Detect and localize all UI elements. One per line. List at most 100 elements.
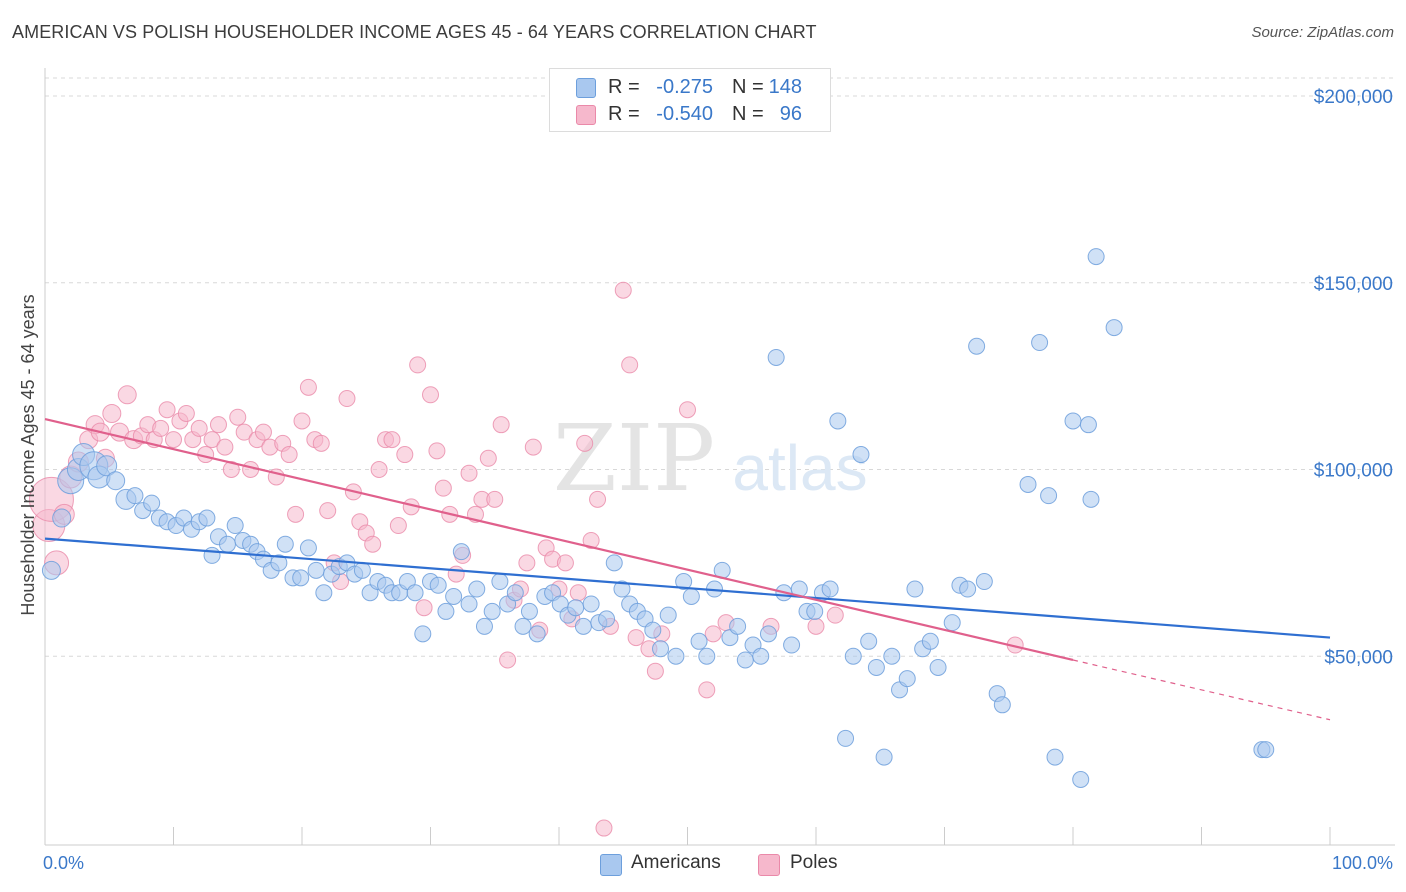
x-tick-label: 100.0% xyxy=(1332,853,1393,873)
data-point-poles xyxy=(460,464,478,482)
data-point-poles xyxy=(409,356,427,374)
data-point-americans xyxy=(993,696,1011,714)
data-point-americans xyxy=(514,617,532,635)
data-point-americans xyxy=(41,560,61,580)
data-point-americans xyxy=(475,617,493,635)
data-point-poles xyxy=(389,517,407,535)
data-point-americans xyxy=(1082,490,1100,508)
data-point-poles xyxy=(486,490,504,508)
data-point-poles xyxy=(576,434,594,452)
watermark-zip: ZIP xyxy=(553,405,715,512)
data-point-americans xyxy=(198,509,216,527)
data-point-americans xyxy=(860,632,878,650)
data-point-americans xyxy=(829,412,847,430)
data-point-americans xyxy=(452,543,470,561)
data-point-poles xyxy=(209,416,227,434)
data-point-poles xyxy=(704,625,722,643)
data-point-americans xyxy=(968,337,986,355)
data-point-poles xyxy=(614,281,632,299)
data-point-americans xyxy=(837,729,855,747)
data-point-americans xyxy=(406,584,424,602)
data-point-americans xyxy=(767,348,785,366)
data-point-poles xyxy=(679,401,696,419)
data-point-americans xyxy=(659,606,677,624)
data-point-poles xyxy=(396,446,414,464)
data-point-americans xyxy=(218,535,236,553)
data-point-poles xyxy=(254,423,272,441)
legend-r-value: -0.540 xyxy=(656,103,713,125)
data-point-poles xyxy=(299,378,317,396)
bottom-legend-poles: Poles xyxy=(790,852,838,873)
data-point-americans xyxy=(783,636,801,654)
data-point-americans xyxy=(1031,334,1049,352)
data-point-poles xyxy=(499,651,517,669)
data-point-americans xyxy=(567,599,585,617)
data-point-americans xyxy=(852,446,870,464)
data-point-americans xyxy=(1064,412,1082,430)
legend-swatch-poles xyxy=(576,105,596,125)
data-point-poles xyxy=(190,419,208,437)
data-point-americans xyxy=(106,471,126,491)
data-point-americans xyxy=(506,584,524,602)
legend-row-americans: R = -0.275 N = 148 xyxy=(550,74,830,100)
data-point-americans xyxy=(844,647,862,665)
data-point-americans xyxy=(759,625,777,643)
data-point-americans xyxy=(883,647,901,665)
y-tick-label: $200,000 xyxy=(1314,87,1393,108)
data-point-americans xyxy=(605,554,623,572)
data-point-poles xyxy=(518,554,536,572)
data-point-poles xyxy=(280,446,298,464)
bottom-legend-swatch-americans xyxy=(600,854,622,876)
data-point-americans xyxy=(126,487,144,505)
data-point-poles xyxy=(434,479,452,497)
data-point-poles xyxy=(582,531,600,549)
data-point-poles xyxy=(158,401,176,419)
data-point-americans xyxy=(821,580,839,598)
data-point-poles xyxy=(319,502,337,520)
data-point-poles xyxy=(338,390,356,408)
data-point-poles xyxy=(428,442,446,460)
data-point-americans xyxy=(307,561,325,579)
data-point-americans xyxy=(353,561,371,579)
bottom-legend-americans: Americans xyxy=(631,852,721,873)
data-point-poles xyxy=(479,449,497,467)
data-point-poles xyxy=(222,461,240,478)
data-point-americans xyxy=(315,584,333,602)
data-point-americans xyxy=(806,602,824,620)
series-americans xyxy=(41,248,1275,789)
legend-n-label: N = xyxy=(732,103,764,125)
data-point-americans xyxy=(292,569,310,587)
data-point-poles xyxy=(826,606,844,624)
data-point-poles xyxy=(595,819,613,837)
data-point-poles xyxy=(203,431,221,449)
data-point-americans xyxy=(574,617,592,635)
data-point-americans xyxy=(1105,319,1123,337)
data-point-poles xyxy=(492,416,510,434)
data-point-americans xyxy=(437,602,455,620)
data-point-americans xyxy=(226,517,244,535)
data-point-poles xyxy=(415,599,433,617)
trend-line-americans xyxy=(44,537,1331,639)
legend-n-label: N = xyxy=(732,76,764,98)
data-point-americans xyxy=(203,546,221,564)
data-point-poles xyxy=(422,386,439,404)
data-point-americans xyxy=(867,658,885,676)
data-point-poles xyxy=(364,535,382,553)
trend-line-poles xyxy=(44,418,1074,662)
legend-r-label: R = xyxy=(608,76,640,98)
source-label: Source: ZipAtlas.com xyxy=(1251,24,1394,41)
data-point-poles xyxy=(556,554,574,572)
data-point-americans xyxy=(943,614,961,632)
data-point-poles xyxy=(524,438,542,456)
series-poles xyxy=(28,281,1024,837)
y-tick-label: $150,000 xyxy=(1314,274,1393,295)
data-point-americans xyxy=(96,455,118,477)
data-point-americans xyxy=(652,640,670,658)
data-point-poles xyxy=(569,584,587,602)
data-point-americans xyxy=(1079,416,1097,434)
axes xyxy=(44,68,1395,846)
x-tick-label: 0.0% xyxy=(43,853,84,873)
data-point-americans xyxy=(1019,475,1037,493)
data-point-poles xyxy=(646,662,664,680)
data-point-americans xyxy=(460,595,478,613)
